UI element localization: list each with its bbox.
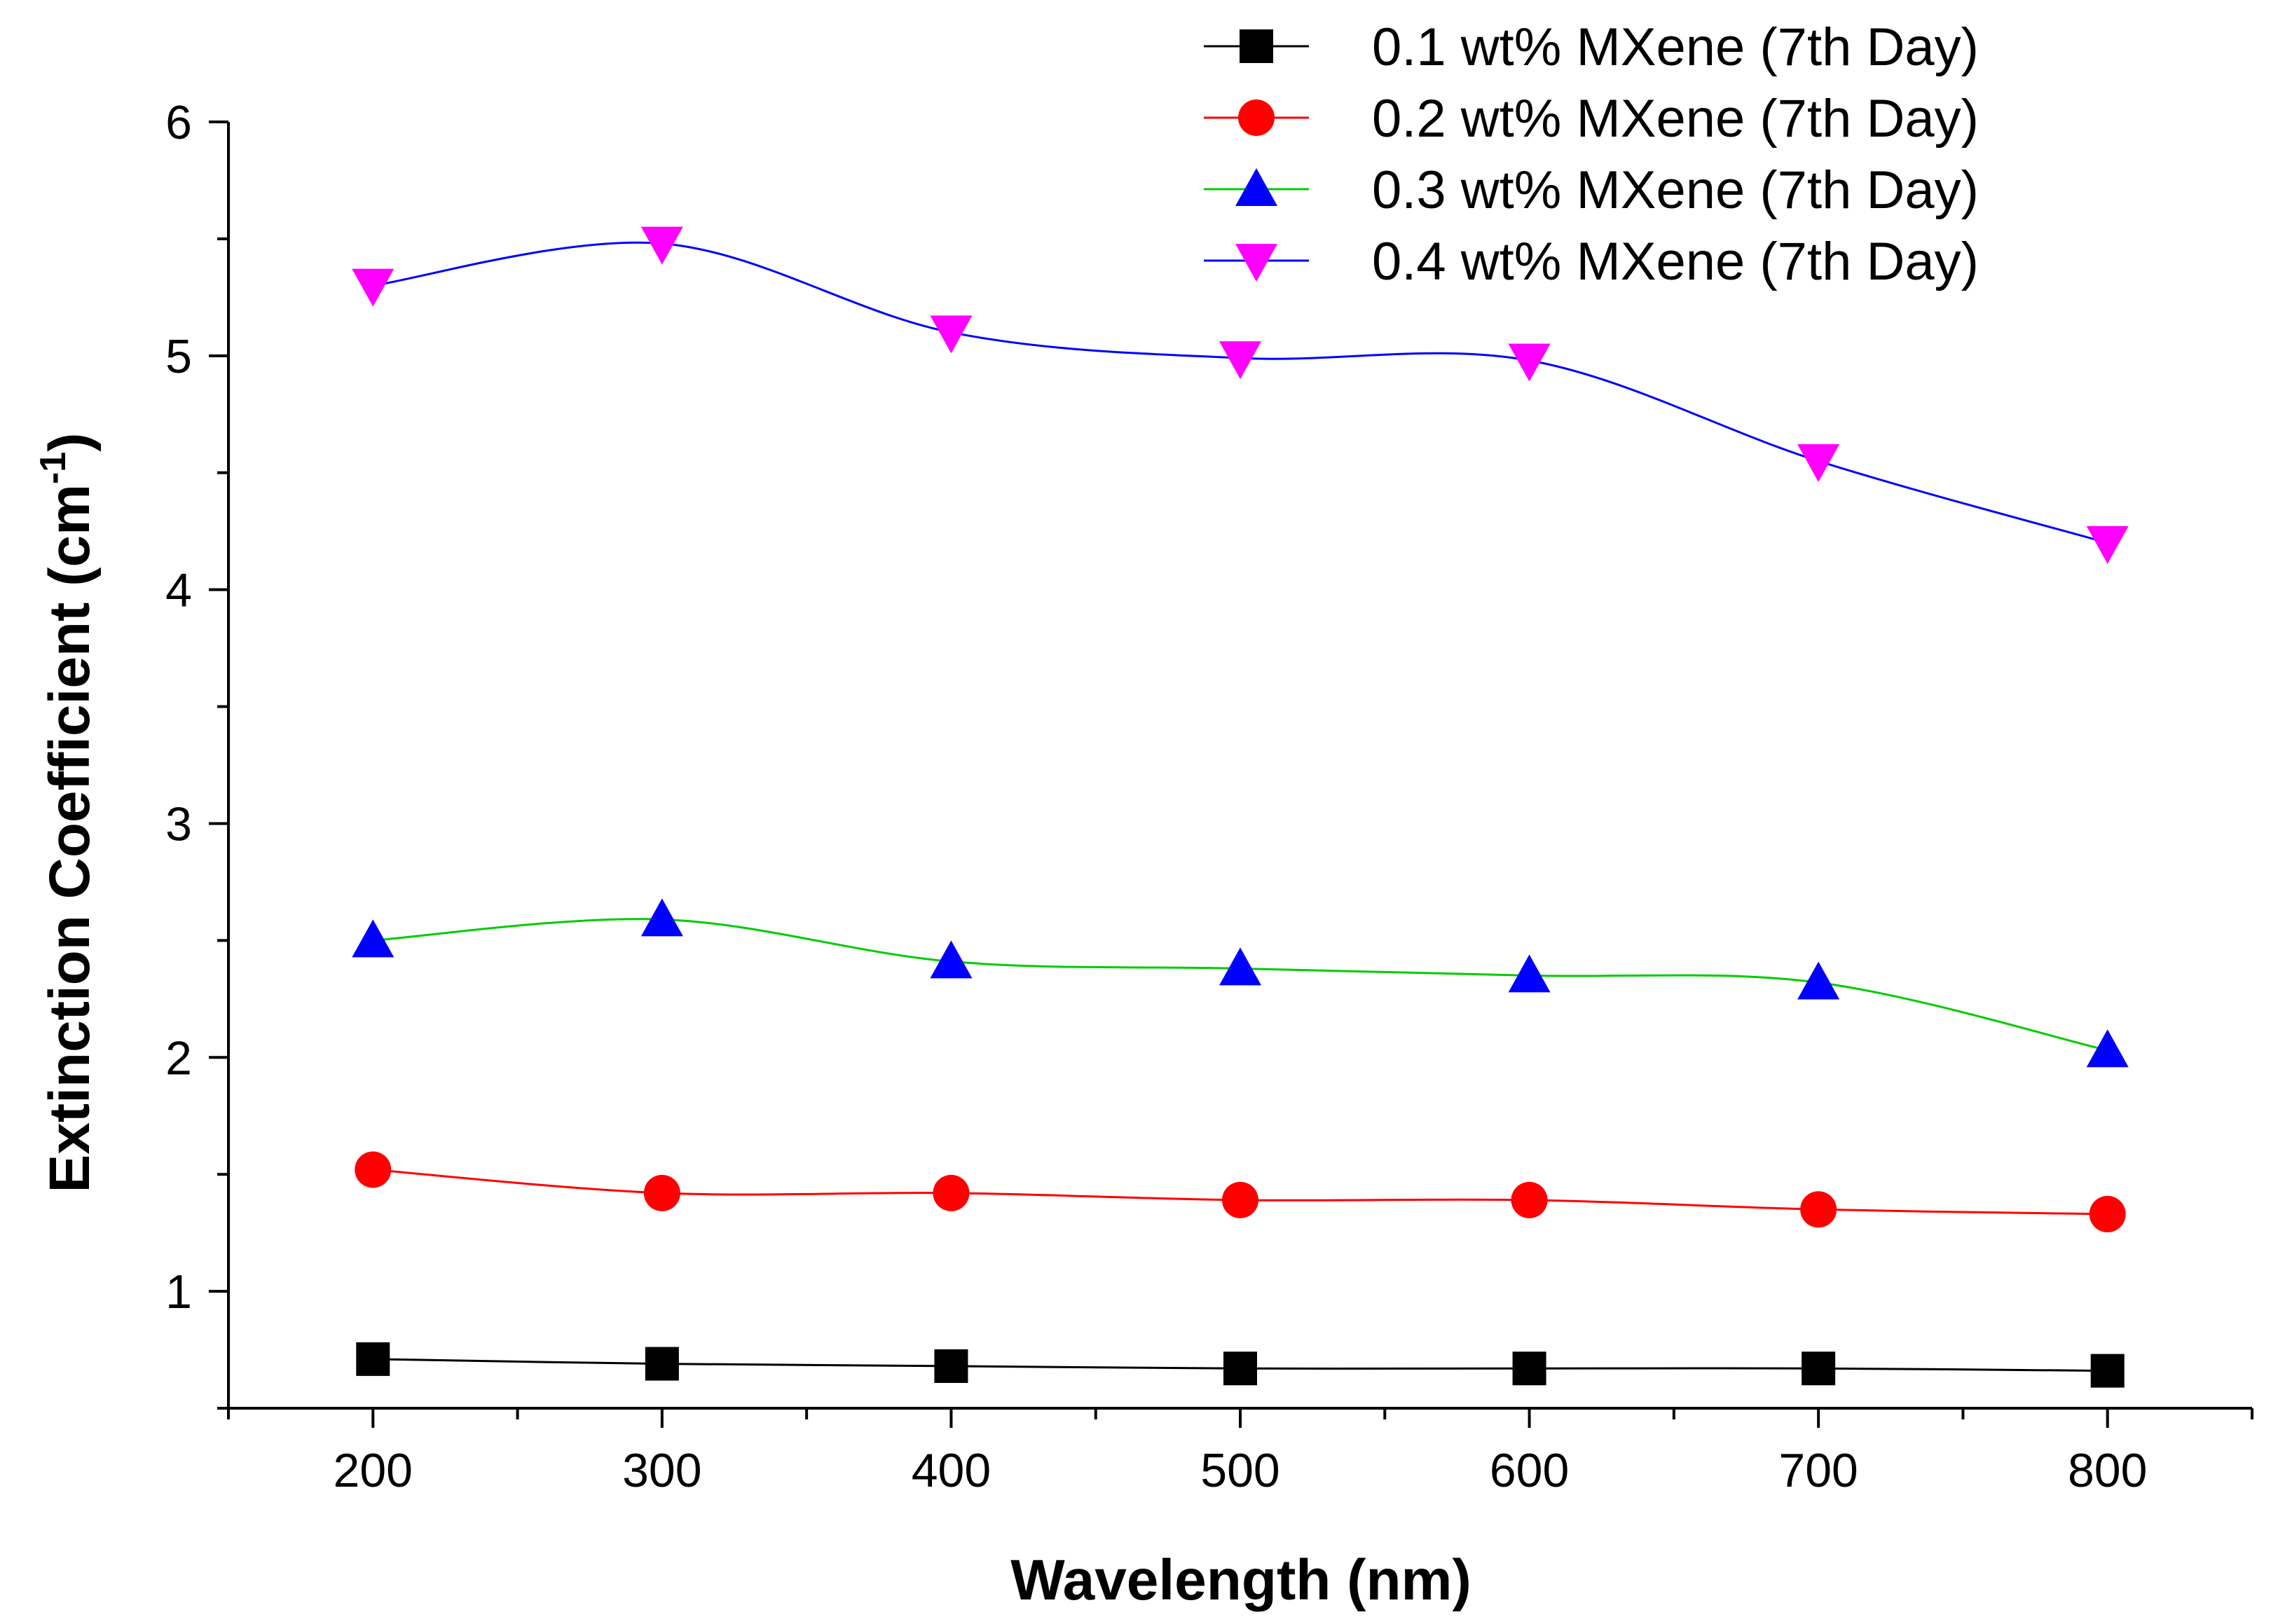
legend: 0.1 wt% MXene (7th Day) 0.2 wt% MXene (7t…: [1204, 18, 1979, 291]
x-axis-title: Wavelength (nm): [1010, 1548, 1471, 1612]
legend-marker: [1235, 168, 1277, 206]
legend-marker: [1235, 244, 1277, 282]
legend-marker: [1238, 99, 1275, 136]
y-tick-label: 5: [165, 330, 192, 383]
x-tick-label: 300: [622, 1444, 701, 1497]
data-point-series-3: [1219, 947, 1261, 986]
legend-marker: [1240, 29, 1273, 63]
data-point-series-1: [2090, 1354, 2125, 1388]
data-point-series-4: [1797, 444, 1840, 483]
y-axis-title: Extinction Coefficient (cm-1): [33, 433, 102, 1193]
legend-label: 0.1 wt% MXene (7th Day): [1372, 18, 1979, 77]
data-point-series-3: [1797, 961, 1840, 1000]
data-point-series-2: [2089, 1195, 2126, 1232]
x-tick-label: 200: [334, 1444, 413, 1497]
y-tick-label: 4: [165, 564, 192, 617]
data-point-series-3: [640, 898, 683, 937]
legend-label: 0.3 wt% MXene (7th Day): [1372, 160, 1979, 220]
y-tick-label: 1: [165, 1265, 192, 1319]
data-point-series-2: [1800, 1191, 1837, 1228]
data-point-series-4: [1219, 341, 1261, 380]
data-point-series-2: [1511, 1181, 1548, 1218]
y-axis-title-superscript: -1: [33, 452, 74, 484]
data-point-series-4: [640, 226, 683, 265]
x-tick-label: 400: [912, 1444, 991, 1497]
data-point-series-4: [930, 315, 973, 354]
x-tick-label: 600: [1490, 1444, 1569, 1497]
data-point-series-2: [1222, 1181, 1258, 1218]
data-point-series-3: [2086, 1029, 2129, 1068]
tick-labels: 200 300 400 500 600 700 800 1 2 3 4 5 6: [165, 96, 2147, 1497]
data-point-series-1: [934, 1349, 968, 1383]
data-point-series-2: [933, 1174, 970, 1211]
data-point-series-4: [352, 268, 394, 307]
y-tick-label: 3: [165, 797, 192, 851]
y-tick-label: 2: [165, 1031, 192, 1085]
x-tick-label: 800: [2068, 1444, 2147, 1497]
data-point-series-4: [2086, 525, 2129, 564]
data-point-series-3: [352, 919, 394, 958]
data-point-series-1: [356, 1342, 390, 1376]
data-point-series-2: [355, 1151, 392, 1188]
series-markers: [352, 226, 2129, 1388]
data-point-series-2: [643, 1174, 680, 1211]
data-point-series-3: [930, 940, 973, 979]
y-tick-label: 6: [165, 96, 192, 149]
legend-label: 0.2 wt% MXene (7th Day): [1372, 89, 1979, 149]
x-tick-label: 700: [1778, 1444, 1858, 1497]
legend-label: 0.4 wt% MXene (7th Day): [1372, 232, 1979, 291]
y-axis-title-close: ): [38, 433, 102, 452]
data-point-series-1: [1512, 1351, 1546, 1386]
data-point-series-1: [1802, 1351, 1836, 1386]
axes: [209, 121, 2253, 1428]
data-point-series-1: [1223, 1351, 1257, 1386]
data-point-series-4: [1508, 343, 1551, 382]
data-point-series-1: [645, 1347, 679, 1381]
y-axis-title-main: Extinction Coefficient (cm: [38, 484, 102, 1192]
data-point-series-3: [1508, 954, 1551, 993]
x-tick-label: 500: [1200, 1444, 1279, 1497]
